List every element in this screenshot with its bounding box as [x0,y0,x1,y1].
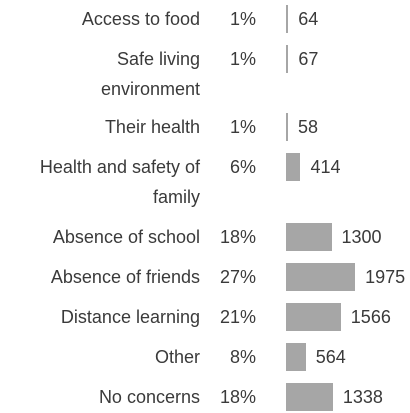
bar [286,263,356,291]
percent-label: 27% [219,267,256,287]
bar [286,153,301,181]
bar [286,113,289,141]
value-label: 67 [298,49,319,69]
percent-label: 21% [219,307,256,327]
bar [286,343,306,371]
value-label: 1338 [342,387,383,407]
bar [286,45,289,73]
category-label: Health and safety of family [39,157,200,207]
bar [286,383,333,411]
category-label: Other [154,347,200,367]
bar [286,5,289,33]
category-label: Their health [104,117,200,137]
percent-label: 6% [229,157,256,177]
bar [286,303,341,331]
category-label: Access to food [81,9,200,29]
bar [286,223,332,251]
percent-label: 1% [229,49,256,69]
percent-label: 18% [219,387,256,407]
percent-label: 1% [229,117,256,137]
category-label: Absence of school [52,227,200,247]
percent-label: 8% [229,347,256,367]
category-label: No concerns [98,387,200,407]
value-label: 1300 [341,227,382,247]
value-label: 414 [310,157,341,177]
value-label: 564 [315,347,346,367]
percent-label: 1% [229,9,256,29]
value-label: 58 [298,117,319,137]
category-label: Absence of friends [50,267,200,287]
category-label: Safe living environment [100,49,200,99]
percent-label: 18% [219,227,256,247]
value-label: 1975 [365,267,406,287]
category-label: Distance learning [60,307,200,327]
value-label: 64 [298,9,319,29]
value-label: 1566 [350,307,391,327]
